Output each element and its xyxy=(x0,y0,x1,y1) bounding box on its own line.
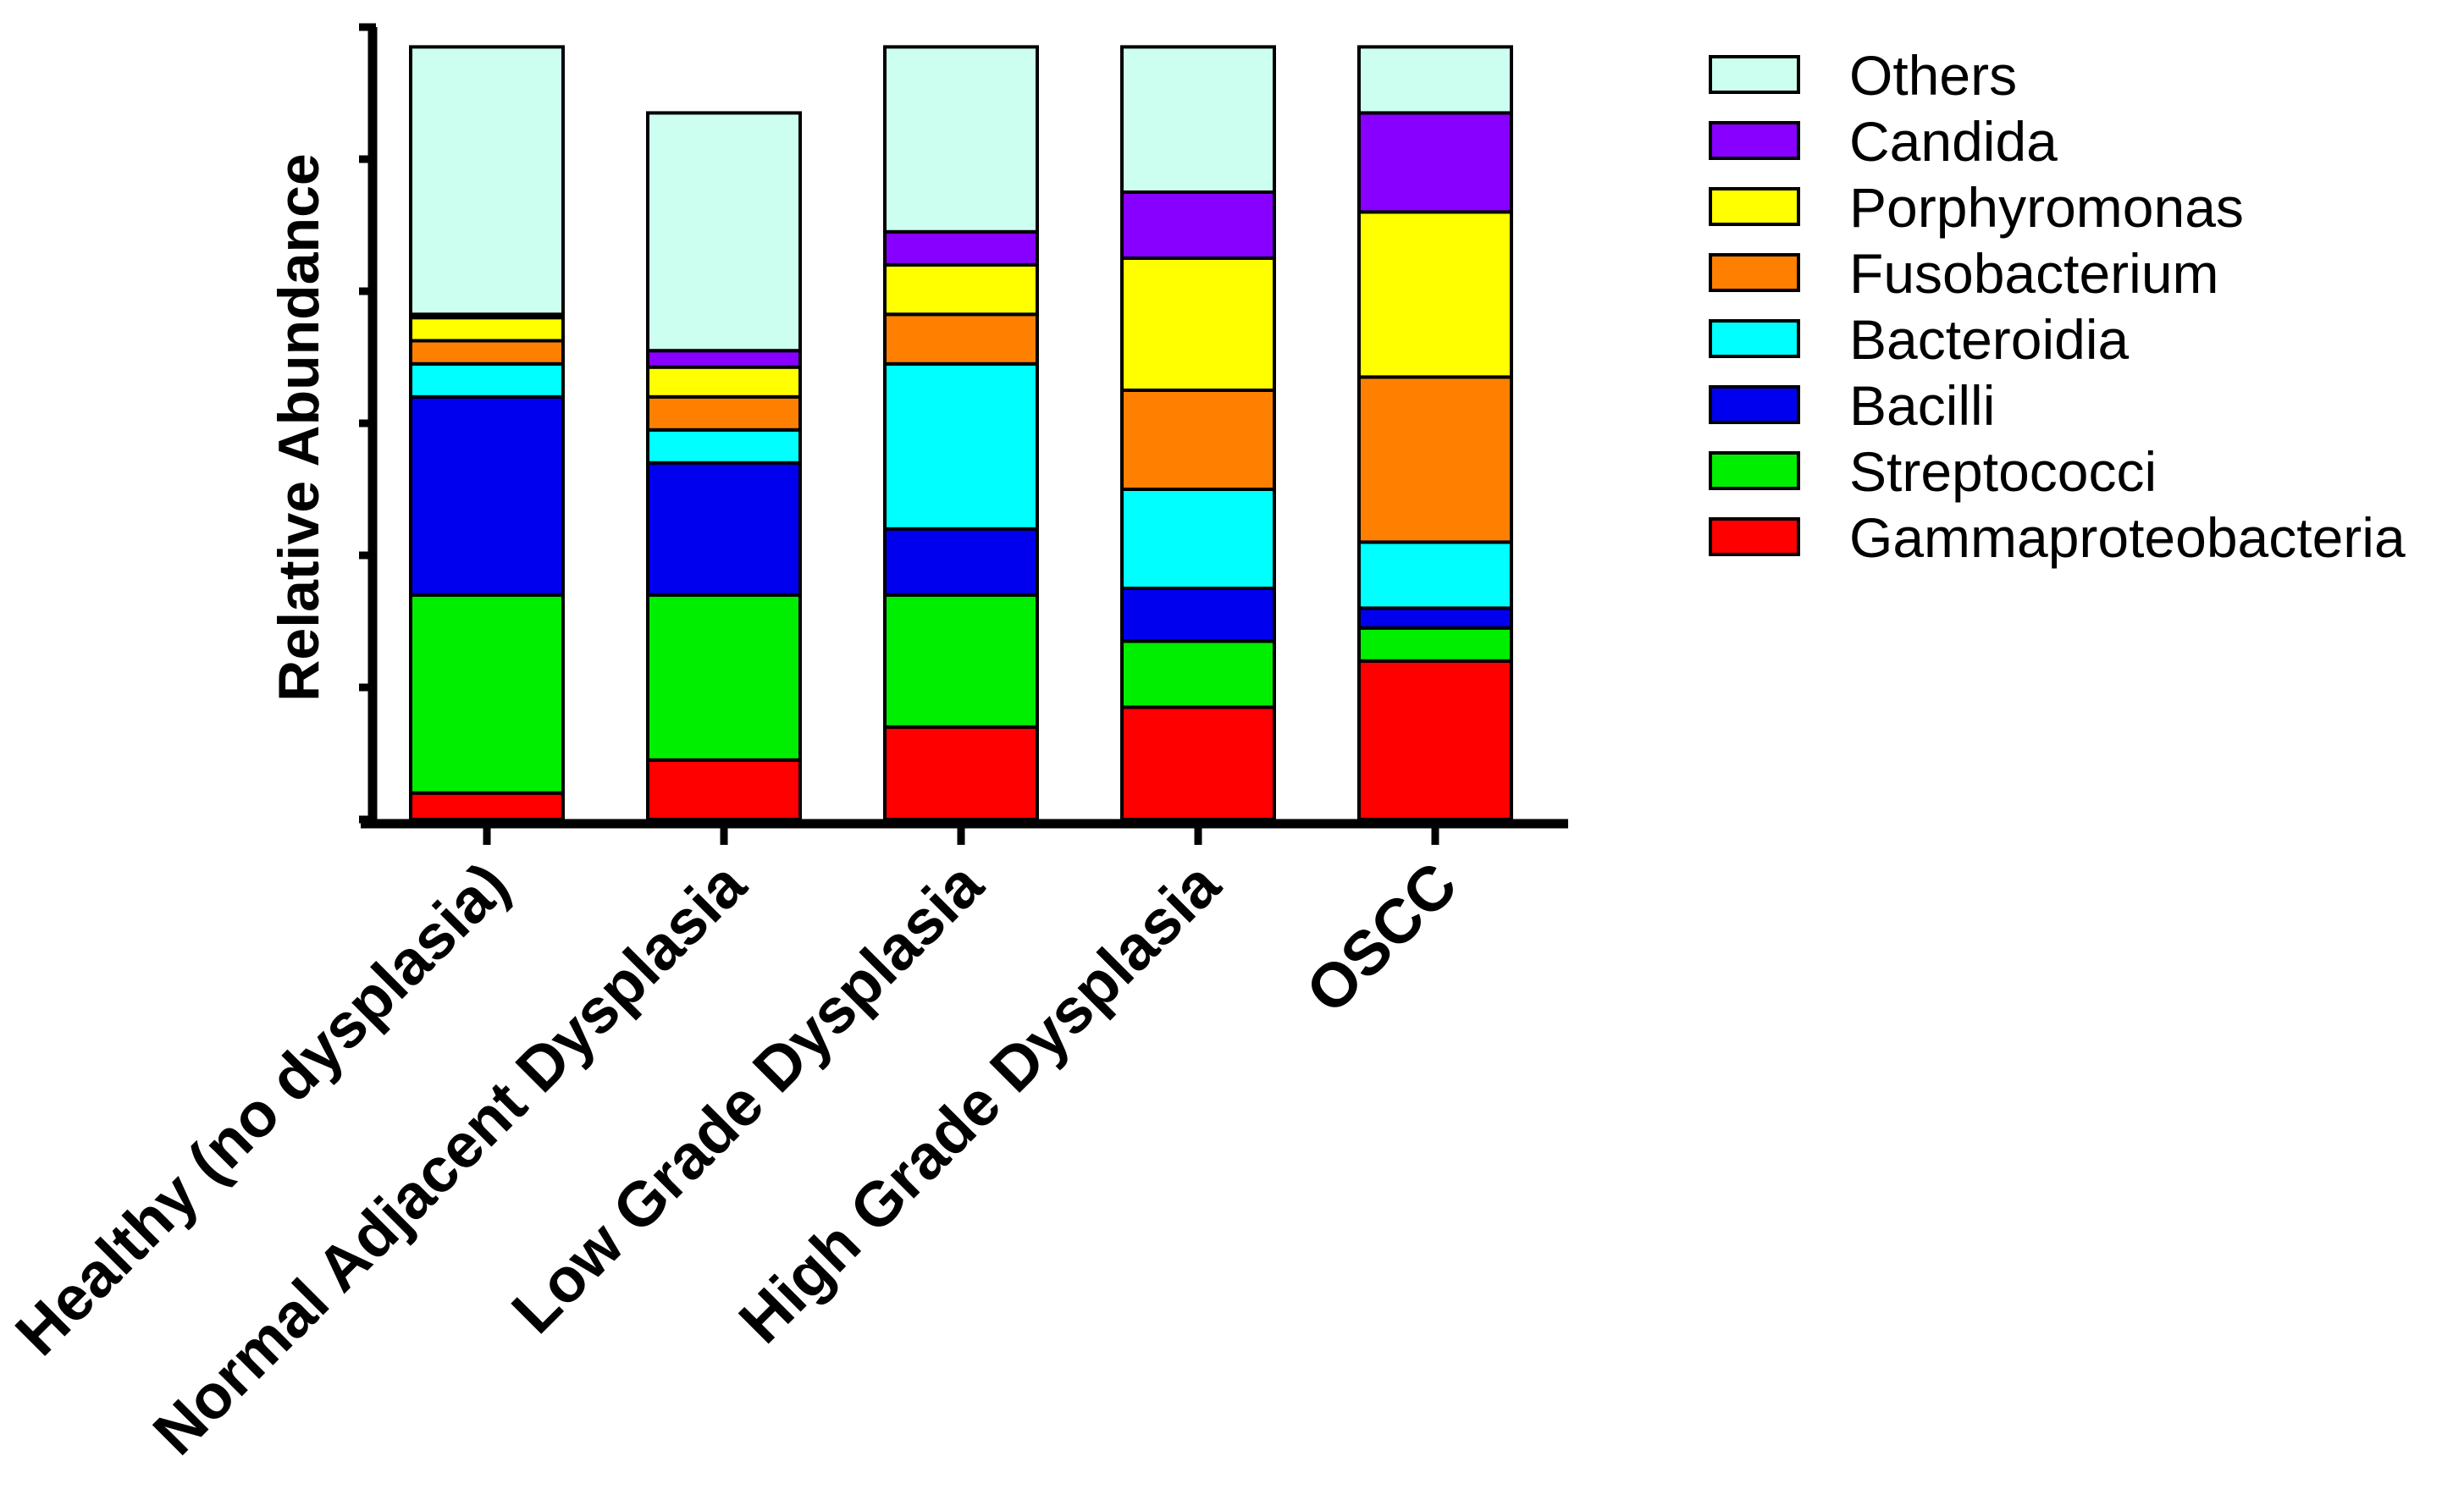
segment-porphyromonas xyxy=(409,316,565,343)
segment-bacilli xyxy=(1120,587,1276,643)
legend: OthersCandidaPorphyromonasFusobacteriumB… xyxy=(1709,44,2406,569)
segment-candida xyxy=(1120,190,1276,260)
segment-bacilli xyxy=(1357,606,1513,630)
legend-swatch xyxy=(1709,253,1800,292)
segment-others xyxy=(883,45,1039,234)
legend-label: Bacteroidia xyxy=(1849,308,2129,371)
y-axis-title: Relative Abundance xyxy=(267,153,331,701)
bar-low-grade-dysplasia xyxy=(883,45,1039,821)
bar-high-grade-dysplasia xyxy=(1120,45,1276,822)
x-tick-label: OSCC xyxy=(1292,849,1470,1027)
legend-label: Others xyxy=(1849,44,2017,107)
x-tick-label: Low Grade Dysplasia xyxy=(498,848,997,1347)
bar-normal-adjacent-dysplasia xyxy=(646,111,802,821)
segment-bacteroidia xyxy=(1357,540,1513,610)
segment-fusobacterium xyxy=(1357,375,1513,544)
legend-item-bacteroidia: Bacteroidia xyxy=(1709,308,2129,371)
segment-candida xyxy=(1357,111,1513,214)
segment-others xyxy=(646,111,802,353)
bar-healthy-no-dysplasia xyxy=(409,45,565,821)
x-ticks: Healthy (no dysplasia)Normal Adjacent Dy… xyxy=(2,823,1470,1468)
legend-swatch xyxy=(1709,55,1800,94)
legend-item-bacilli: Bacilli xyxy=(1709,374,1995,437)
legend-swatch xyxy=(1709,451,1800,490)
segment-porphyromonas xyxy=(646,365,802,399)
x-tick-label: High Grade Dysplasia xyxy=(726,848,1234,1356)
segment-fusobacterium xyxy=(883,312,1039,366)
segment-streptococci xyxy=(646,593,802,762)
legend-label: Gammaproteobacteria xyxy=(1849,506,2406,569)
legend-swatch xyxy=(1709,121,1800,160)
segment-bacilli xyxy=(409,394,565,597)
segment-gammaproteobacteria xyxy=(1120,705,1276,822)
legend-item-gammaproteobacteria: Gammaproteobacteria xyxy=(1709,506,2406,569)
bars-layer xyxy=(409,45,1513,822)
legend-label: Porphyromonas xyxy=(1849,176,2244,239)
segment-gammaproteobacteria xyxy=(1357,659,1513,821)
segment-fusobacterium xyxy=(1120,389,1276,491)
segment-streptococci xyxy=(1120,639,1276,709)
segment-candida xyxy=(883,229,1039,267)
segment-bacteroidia xyxy=(409,361,565,399)
segment-streptococci xyxy=(883,593,1039,729)
legend-item-candida: Candida xyxy=(1709,110,2058,173)
segment-candida xyxy=(646,349,802,369)
segment-others xyxy=(409,45,565,317)
segment-streptococci xyxy=(409,593,565,795)
segment-bacteroidia xyxy=(646,428,802,465)
legend-label: Streptococci xyxy=(1849,440,2157,503)
segment-fusobacterium xyxy=(409,339,565,366)
segment-porphyromonas xyxy=(883,262,1039,317)
legend-swatch xyxy=(1709,517,1800,556)
legend-item-others: Others xyxy=(1709,44,2017,107)
segment-gammaproteobacteria xyxy=(883,725,1039,821)
legend-label: Bacilli xyxy=(1849,374,1995,437)
segment-others xyxy=(1120,45,1276,195)
y-ticks xyxy=(359,23,376,824)
segment-fusobacterium xyxy=(646,394,802,432)
legend-item-porphyromonas: Porphyromonas xyxy=(1709,176,2244,239)
segment-gammaproteobacteria xyxy=(409,791,565,821)
segment-porphyromonas xyxy=(1357,210,1513,379)
segment-bacilli xyxy=(646,461,802,597)
segment-bacilli xyxy=(883,527,1039,597)
segment-porphyromonas xyxy=(1120,257,1276,392)
segment-others xyxy=(1357,45,1513,115)
legend-label: Candida xyxy=(1849,110,2058,173)
legend-swatch xyxy=(1709,385,1800,424)
legend-swatch xyxy=(1709,319,1800,358)
legend-item-streptococci: Streptococci xyxy=(1709,440,2157,503)
segment-bacteroidia xyxy=(1120,488,1276,590)
legend-label: Fusobacterium xyxy=(1849,242,2219,305)
legend-swatch xyxy=(1709,187,1800,226)
x-tick-label: Healthy (no dysplasia) xyxy=(2,849,522,1369)
segment-streptococci xyxy=(1357,626,1513,663)
segment-bacteroidia xyxy=(883,361,1039,531)
bar-oscc xyxy=(1357,45,1513,821)
segment-gammaproteobacteria xyxy=(646,758,802,821)
legend-item-fusobacterium: Fusobacterium xyxy=(1709,242,2219,305)
